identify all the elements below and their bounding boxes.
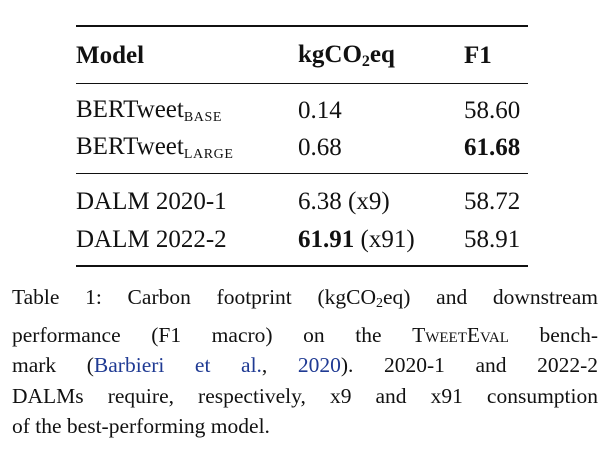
cell-f1: 58.72 (464, 187, 521, 215)
table-caption: Table 1: Carbon footprint (kgCO2eq) and … (12, 282, 598, 442)
cell-model: DALM 2022-2 (76, 226, 227, 253)
group-rule (76, 173, 528, 174)
citation-link-year[interactable]: 2020 (297, 353, 341, 377)
caption-line: performance (F1 macro) on the TweetEval … (12, 322, 598, 347)
caption-line: of the best-performing model. (12, 414, 270, 438)
bottom-rule (76, 265, 528, 267)
table-row: BERTweetBASE 0.14 58.60 (76, 84, 528, 129)
header-model: Model (76, 42, 145, 69)
cell-co2: 6.38 (x9) (298, 187, 390, 215)
cell-model: BERTweetBASE (76, 95, 223, 125)
table-row: DALM 2020-1 6.38 (x9) 58.72 (76, 174, 528, 221)
table-header-row: Model kgCO2eq F1 (76, 27, 528, 83)
header-rule (76, 83, 528, 84)
header-f1: F1 (464, 42, 492, 69)
results-table: Model kgCO2eq F1 BERTweetBASE 0.14 58.60… (76, 25, 528, 267)
cell-f1: 58.60 (464, 96, 521, 124)
cell-model: BERTweetLARGE (76, 133, 234, 162)
cell-co2: 0.68 (298, 134, 342, 161)
cell-f1: 61.68 (464, 134, 521, 161)
caption-line: Table 1: Carbon footprint (kgCO2eq) and … (12, 285, 598, 311)
caption-line: mark (Barbieri et al., 2020). 2020-1 and… (12, 353, 598, 377)
caption-line: DALMs require, respectively, x9 and x91 … (12, 383, 598, 408)
benchmark-name: TweetEval (412, 322, 509, 347)
cell-co2: 61.91 (x91) (298, 226, 415, 253)
cell-f1: 58.91 (464, 226, 521, 253)
cell-model: DALM 2020-1 (76, 187, 227, 215)
top-rule (76, 25, 528, 27)
table-row: BERTweetLARGE 0.68 61.68 (76, 129, 528, 173)
cell-co2: 0.14 (298, 96, 342, 124)
header-co2: kgCO2eq (298, 41, 395, 70)
citation-link-author[interactable]: Barbieri et al. (93, 353, 262, 377)
table-row: DALM 2022-2 61.91 (x91) 58.91 (76, 221, 528, 265)
